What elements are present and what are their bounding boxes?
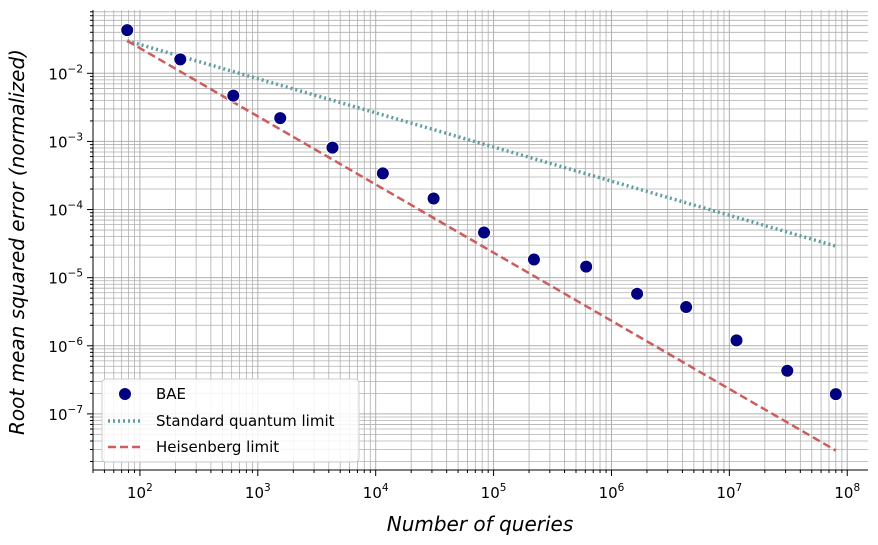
y-tick-label: 10−4 bbox=[48, 200, 83, 220]
bae-point bbox=[630, 286, 645, 301]
grid bbox=[92, 10, 868, 470]
bae-point bbox=[173, 52, 188, 67]
bae-point bbox=[679, 300, 694, 315]
y-tick-label: 10−7 bbox=[48, 404, 83, 424]
bae-point bbox=[477, 225, 492, 240]
y-axis-title: Root mean squared error (normalized) bbox=[5, 49, 29, 435]
bae-point bbox=[526, 252, 541, 267]
legend-box bbox=[101, 378, 360, 463]
y-tick-label: 10−5 bbox=[48, 268, 83, 288]
bae-point bbox=[226, 88, 241, 103]
x-tick-label: 108 bbox=[834, 482, 860, 502]
x-tick-label: 105 bbox=[481, 482, 507, 502]
ticks: 102 103 104 105 106 107 108 10−7 10−6 10−5 10−4 10−… bbox=[48, 11, 860, 502]
bae-point bbox=[325, 140, 340, 155]
bae-point bbox=[426, 191, 441, 206]
legend-label-heisenberg: Heisenberg limit bbox=[156, 438, 279, 456]
x-tick-label: 104 bbox=[363, 482, 389, 502]
x-tick-label: 102 bbox=[127, 482, 153, 502]
bae-point bbox=[375, 166, 390, 181]
legend: BAE Standard quantum limit Heisenberg li… bbox=[101, 378, 360, 463]
bae-point bbox=[579, 259, 594, 274]
series bbox=[120, 23, 843, 452]
x-tick-label: 106 bbox=[599, 482, 625, 502]
legend-label-bae: BAE bbox=[156, 385, 186, 403]
x-axis-title: Number of queries bbox=[387, 512, 574, 536]
legend-label-sql: Standard quantum limit bbox=[156, 412, 335, 430]
y-tick-label: 10−3 bbox=[48, 131, 83, 151]
legend-marker-bae bbox=[118, 387, 132, 401]
bae-point bbox=[780, 363, 795, 378]
bae-point bbox=[729, 333, 744, 348]
bae-point bbox=[828, 387, 843, 402]
bae-point bbox=[120, 23, 135, 38]
x-tick-label: 107 bbox=[716, 482, 742, 502]
y-tick-label: 10−6 bbox=[48, 336, 83, 356]
y-tick-label: 10−2 bbox=[48, 63, 83, 83]
heisenberg-series-line bbox=[126, 39, 837, 452]
bae-point bbox=[273, 111, 288, 126]
x-tick-label: 103 bbox=[245, 482, 271, 502]
